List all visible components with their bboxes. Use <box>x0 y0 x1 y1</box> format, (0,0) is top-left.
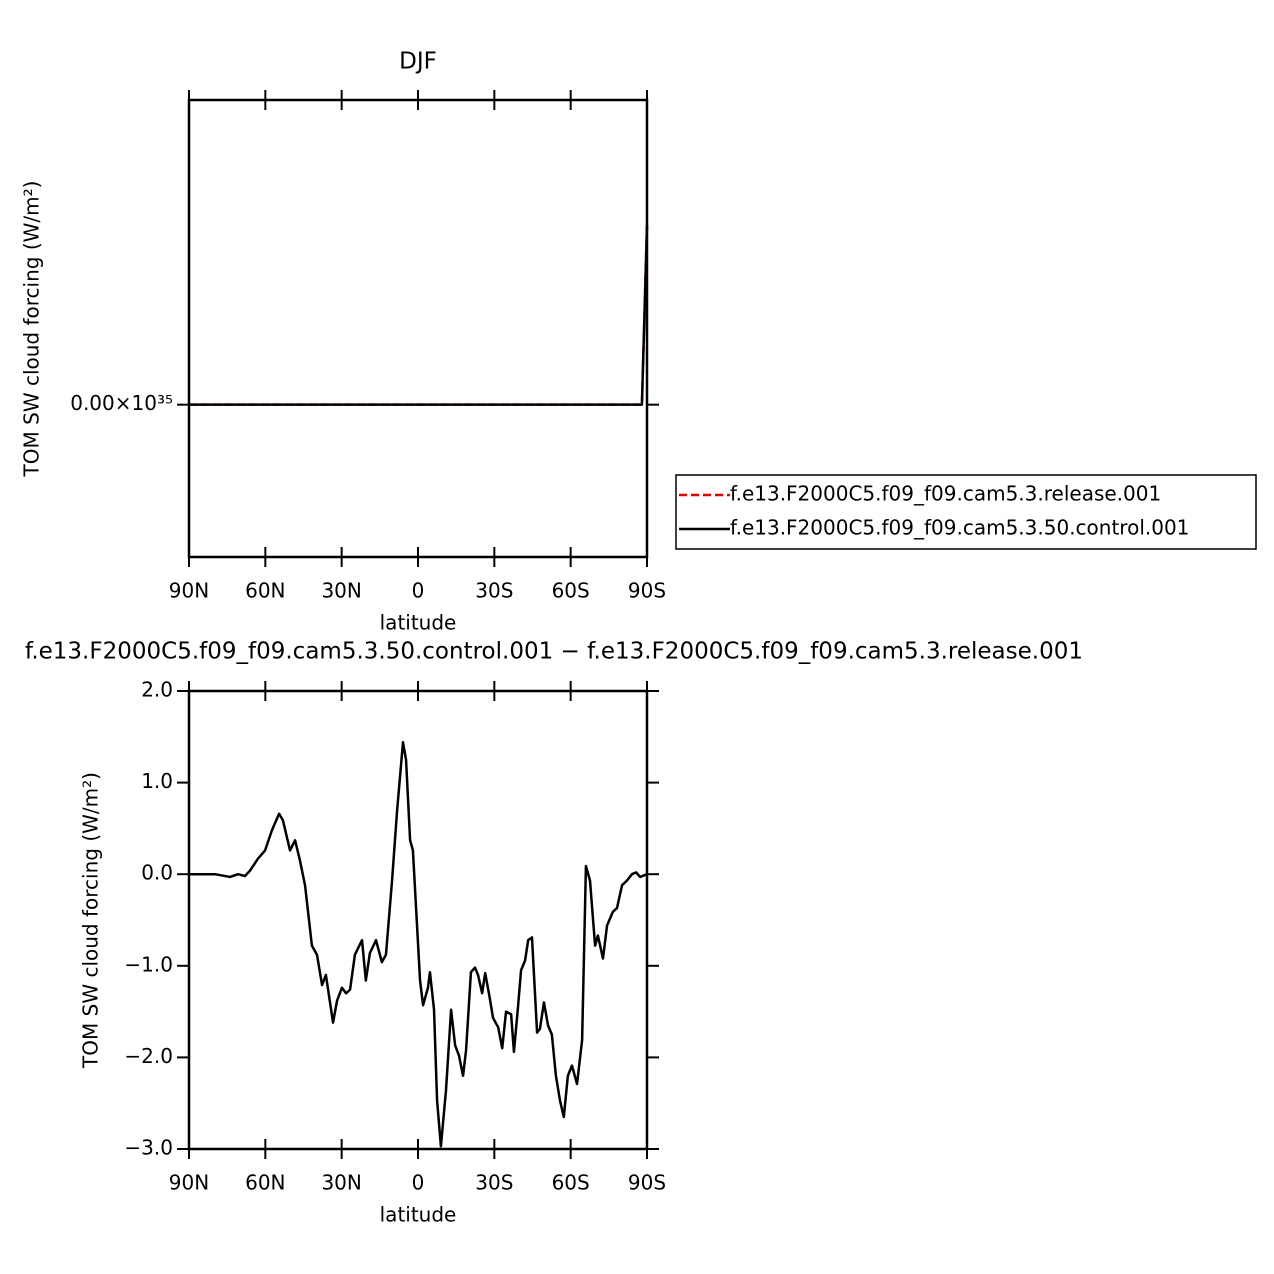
x-tick-label: 90S <box>628 1171 666 1195</box>
chart-title: f.e13.F2000C5.f09_f09.cam5.3.50.control.… <box>25 639 1083 665</box>
y-tick-label: 2.0 <box>141 678 173 702</box>
y-axis-label: TOM SW cloud forcing (W/m²) <box>79 772 103 1069</box>
legend-box <box>675 474 1257 550</box>
y-tick-label: −2.0 <box>124 1044 173 1068</box>
x-tick-label: 60S <box>552 579 590 603</box>
x-tick-label: 0 <box>412 579 425 603</box>
x-tick-label: 60S <box>552 1171 590 1195</box>
y-tick-label: −3.0 <box>124 1136 173 1160</box>
x-tick-label: 90N <box>169 579 209 603</box>
x-tick-label: 90N <box>169 1171 209 1195</box>
legend-label: f.e13.F2000C5.f09_f09.cam5.3.50.control.… <box>730 516 1189 540</box>
x-tick-label: 90S <box>628 579 666 603</box>
plot-frame <box>187 689 649 1151</box>
x-tick-label: 30S <box>475 1171 513 1195</box>
chart-title: DJF <box>399 49 437 75</box>
y-tick-label: 1.0 <box>141 769 173 793</box>
data-line <box>189 741 648 1148</box>
x-tick-label: 60N <box>245 579 285 603</box>
legend-label: f.e13.F2000C5.f09_f09.cam5.3.release.001 <box>730 482 1161 506</box>
x-tick-label: 30S <box>475 579 513 603</box>
data-line <box>189 224 649 406</box>
x-tick-label: 30N <box>321 1171 361 1195</box>
y-tick-label: 0.0 <box>141 861 173 885</box>
x-axis-label: latitude <box>380 1203 457 1227</box>
x-axis-label: latitude <box>380 611 457 635</box>
y-tick-label: −1.0 <box>124 952 173 976</box>
data-line <box>189 224 649 406</box>
y-tick-label: 0.00×10³⁵ <box>70 391 173 415</box>
x-tick-label: 30N <box>321 579 361 603</box>
y-axis-label: TOM SW cloud forcing (W/m²) <box>20 181 44 478</box>
x-tick-label: 60N <box>245 1171 285 1195</box>
x-tick-label: 0 <box>412 1171 425 1195</box>
plot-frame <box>187 98 649 559</box>
